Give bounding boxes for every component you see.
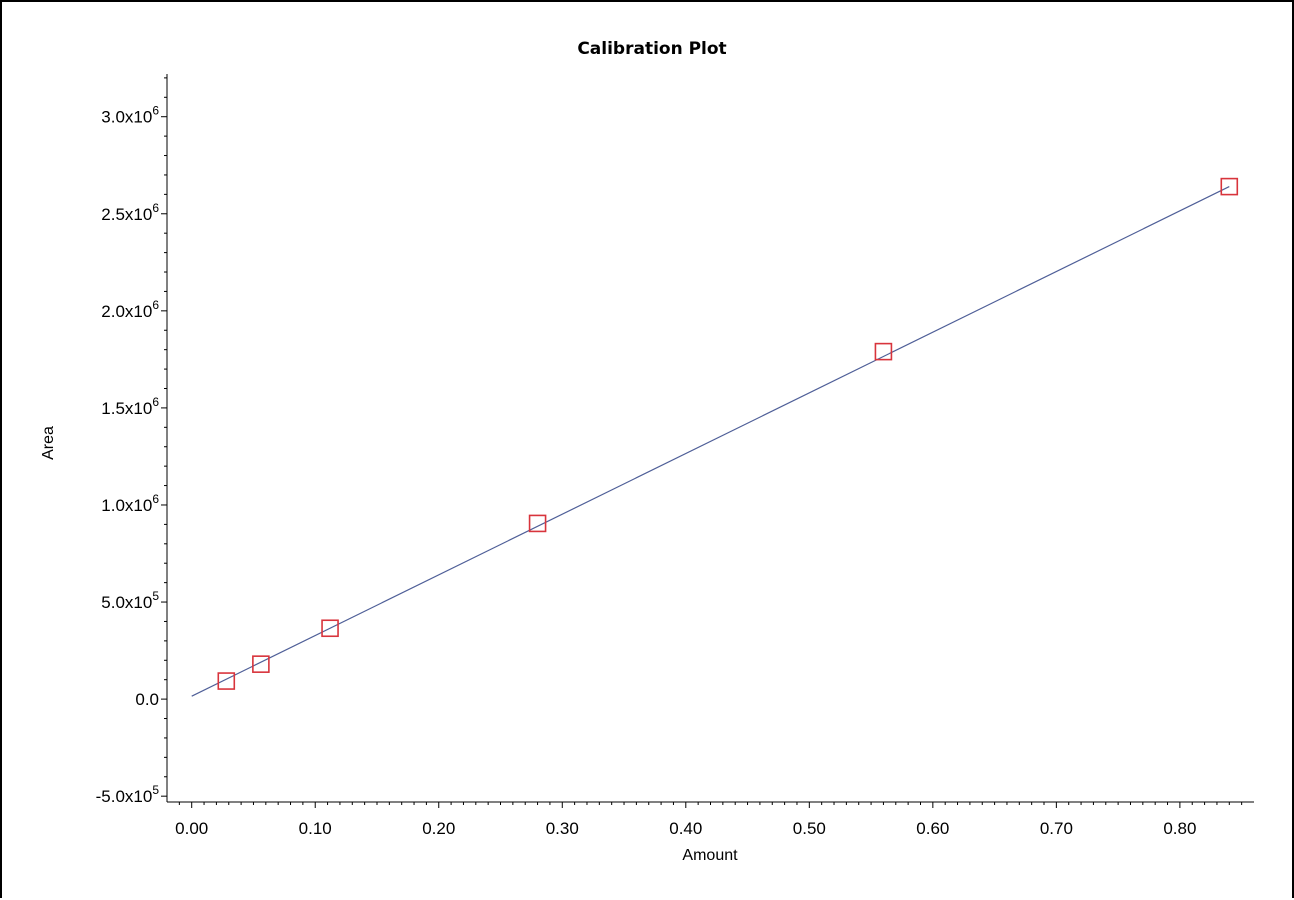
regression-line xyxy=(191,186,1230,697)
y-tick-label: 1.0x106 xyxy=(101,492,159,515)
data-point xyxy=(217,672,236,690)
data-point xyxy=(1220,177,1239,196)
fit-line-group xyxy=(191,186,1230,697)
x-tick-label: 0.10 xyxy=(299,819,332,838)
y-axis-label: Area xyxy=(40,426,57,460)
chart-title: Calibration Plot xyxy=(577,39,726,59)
x-tick-label: 0.40 xyxy=(669,819,702,838)
y-tick-label: 0.0 xyxy=(135,690,159,709)
y-ticks: -5.0x105 0.0 5.0x105 1.0x106 1.5x106 2.0x106 2… xyxy=(96,77,167,806)
y-tick-label: 2.5x106 xyxy=(101,201,159,224)
data-point xyxy=(528,514,547,533)
x-tick-label: 0.50 xyxy=(793,819,826,838)
x-axis-label: Amount xyxy=(682,847,738,864)
axes xyxy=(166,74,1254,803)
y-tick-label: 1.5x106 xyxy=(101,395,159,418)
x-ticks: 0.00 0.10 0.20 0.30 0.40 0.50 0.60 0.70 0.80 xyxy=(175,802,1243,838)
y-tick-label: 3.0x106 xyxy=(101,104,159,127)
x-tick-label: 0.80 xyxy=(1163,819,1196,838)
x-tick-label: 0.70 xyxy=(1040,819,1073,838)
data-point xyxy=(252,655,270,673)
y-tick-label: -5.0x105 xyxy=(96,783,160,806)
data-point xyxy=(321,619,339,638)
x-tick-label: 0.00 xyxy=(175,819,208,838)
x-tick-label: 0.60 xyxy=(916,819,949,838)
y-tick-label: 5.0x105 xyxy=(101,589,159,612)
data-point xyxy=(874,342,893,361)
data-points xyxy=(217,177,1239,690)
x-tick-label: 0.20 xyxy=(422,819,455,838)
y-tick-label: 2.0x106 xyxy=(101,298,159,321)
x-tick-label: 0.30 xyxy=(546,819,579,838)
